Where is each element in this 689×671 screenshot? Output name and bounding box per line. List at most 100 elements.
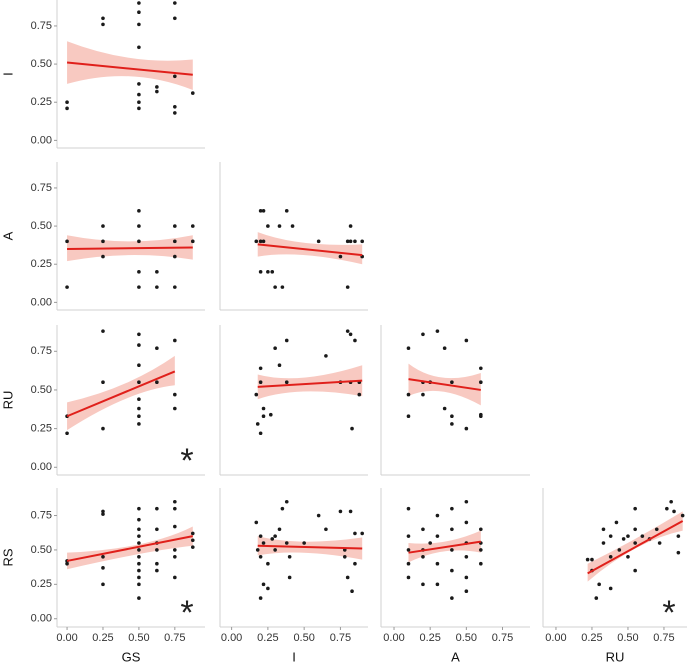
- point: [277, 224, 282, 228]
- y-axis-label: RU: [0, 391, 15, 410]
- point: [479, 548, 483, 552]
- point: [261, 239, 266, 244]
- point: [680, 513, 685, 518]
- point: [173, 224, 177, 228]
- point: [608, 586, 613, 591]
- point: [633, 541, 637, 545]
- point: [101, 329, 105, 333]
- point: [137, 555, 141, 559]
- point: [101, 566, 105, 570]
- point: [338, 254, 343, 259]
- point: [357, 392, 362, 397]
- point: [173, 16, 177, 21]
- point: [258, 270, 263, 274]
- point: [669, 499, 673, 504]
- point: [353, 531, 357, 536]
- point: [406, 414, 411, 419]
- fit-line: [66, 61, 193, 76]
- point: [173, 506, 177, 511]
- point: [173, 548, 177, 552]
- point: [479, 527, 483, 532]
- x-tick-label: 0.25: [581, 632, 602, 644]
- point: [640, 534, 645, 538]
- x-axis-label: GS: [122, 649, 141, 664]
- point: [254, 392, 259, 397]
- x-tick-label: 0.50: [128, 632, 149, 644]
- point: [464, 575, 469, 580]
- point: [348, 509, 353, 514]
- point: [626, 534, 630, 538]
- point: [101, 16, 105, 21]
- point: [261, 406, 266, 411]
- x-tick-label: 0.75: [330, 632, 351, 644]
- point: [302, 541, 306, 545]
- point: [601, 541, 606, 545]
- point: [608, 534, 613, 538]
- point: [316, 513, 321, 518]
- point: [479, 561, 483, 566]
- point: [479, 380, 483, 385]
- point: [261, 209, 266, 213]
- point: [342, 555, 347, 559]
- point: [277, 363, 282, 368]
- point: [137, 100, 141, 105]
- panel: 0.00 0.25 0.50 0.75 0.00 0.25 0.50 0.75 RS GS *: [0, 488, 205, 664]
- panel: [380, 325, 530, 476]
- point: [137, 575, 141, 580]
- point: [137, 548, 141, 552]
- point: [190, 545, 195, 549]
- point: [155, 270, 159, 274]
- fit-line: [587, 520, 684, 575]
- point: [442, 346, 447, 350]
- point: [421, 332, 425, 337]
- point: [190, 239, 195, 244]
- point: [479, 366, 483, 371]
- point: [277, 527, 282, 532]
- point: [258, 596, 263, 600]
- point: [137, 406, 141, 411]
- point: [137, 582, 141, 587]
- point: [633, 506, 637, 511]
- significance-mark: *: [180, 442, 193, 480]
- point: [266, 586, 270, 591]
- y-tick-label: 0.75: [31, 509, 52, 521]
- point: [360, 239, 364, 244]
- point: [155, 506, 159, 511]
- point: [137, 414, 141, 419]
- point: [406, 346, 411, 350]
- y-tick-label: 0.00: [31, 461, 52, 473]
- point: [450, 422, 454, 426]
- y-tick-label: 0.50: [31, 220, 52, 232]
- point: [258, 431, 263, 436]
- point: [101, 224, 105, 228]
- x-tick-label: 0.00: [545, 632, 566, 644]
- point: [442, 406, 447, 411]
- x-tick-label: 0.00: [56, 632, 77, 644]
- point: [173, 105, 177, 109]
- fit-line: [66, 370, 176, 418]
- y-tick-label: 0.25: [31, 258, 52, 270]
- point: [626, 555, 630, 559]
- point: [345, 285, 350, 289]
- point: [173, 392, 177, 397]
- point: [190, 531, 195, 536]
- point: [266, 561, 270, 566]
- point: [137, 343, 141, 347]
- significance-mark: *: [662, 594, 675, 632]
- point: [273, 346, 277, 350]
- point: [137, 332, 141, 337]
- x-tick-label: 0.00: [221, 632, 242, 644]
- point: [421, 392, 425, 397]
- y-tick-label: 0.75: [31, 20, 52, 32]
- point: [258, 239, 263, 244]
- point: [190, 91, 195, 95]
- point: [348, 332, 353, 337]
- point: [350, 426, 354, 431]
- point: [137, 92, 141, 97]
- point: [155, 527, 159, 532]
- point: [173, 406, 177, 411]
- point: [261, 414, 266, 419]
- point: [266, 224, 270, 228]
- point: [608, 555, 613, 559]
- point: [137, 239, 141, 244]
